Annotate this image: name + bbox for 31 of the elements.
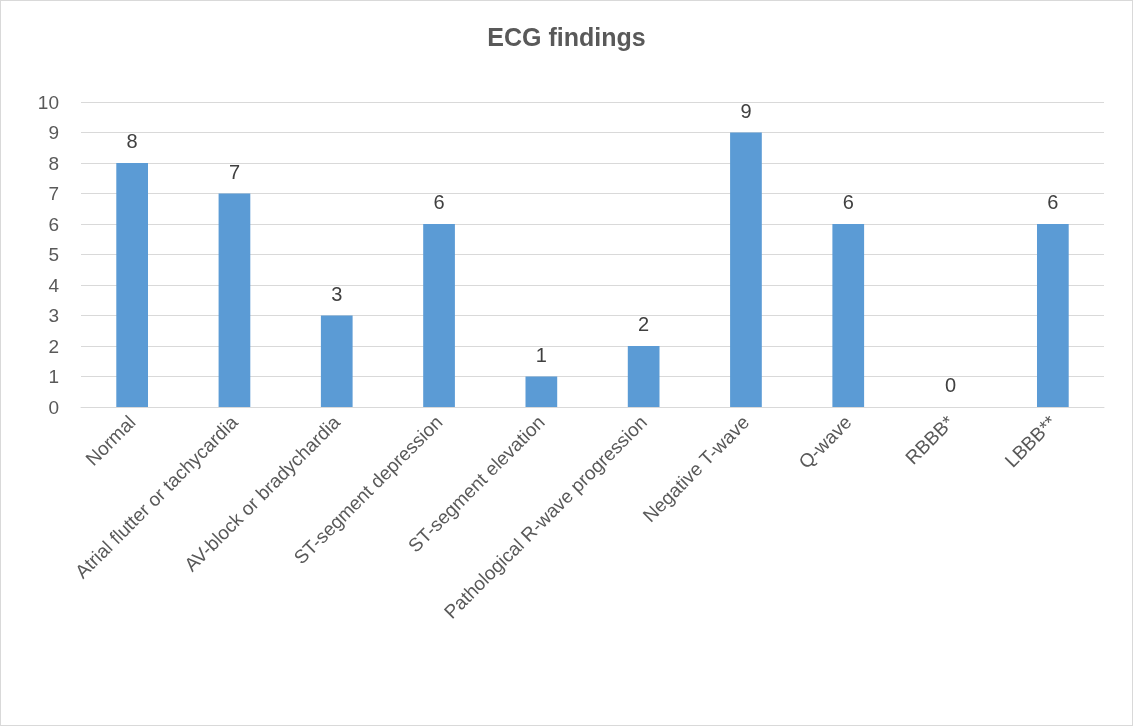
data-label: 0 <box>944 374 957 396</box>
chart-title: ECG findings <box>487 22 646 51</box>
bar <box>832 224 865 407</box>
y-tick-label: 2 <box>48 335 59 357</box>
data-label: 3 <box>331 282 343 305</box>
data-label: 6 <box>842 191 854 213</box>
bar <box>116 163 149 407</box>
bar <box>320 315 353 407</box>
data-label: 1 <box>535 343 547 366</box>
bar <box>423 224 455 407</box>
y-tick-label: 8 <box>48 152 59 174</box>
data-label: 9 <box>740 99 752 122</box>
y-tick-label: 3 <box>48 305 59 326</box>
bar <box>218 193 251 407</box>
data-label: 8 <box>126 130 138 152</box>
data-label: 2 <box>638 313 650 335</box>
y-tick-label: 0 <box>48 396 59 418</box>
y-tick-label: 1 <box>48 366 59 387</box>
y-tick-label: 6 <box>48 213 59 235</box>
data-label: 7 <box>228 160 241 183</box>
bar <box>525 376 558 407</box>
y-tick-label: 5 <box>48 244 59 265</box>
bar <box>730 132 762 407</box>
y-tick-label: 7 <box>48 183 59 204</box>
data-label: 6 <box>433 191 445 213</box>
data-label: 6 <box>1047 191 1059 213</box>
y-tick-label: 9 <box>48 122 59 143</box>
bar <box>627 346 660 407</box>
y-tick-label: 10 <box>37 91 59 113</box>
bar <box>1036 224 1069 407</box>
y-tick-label: 4 <box>48 274 60 296</box>
